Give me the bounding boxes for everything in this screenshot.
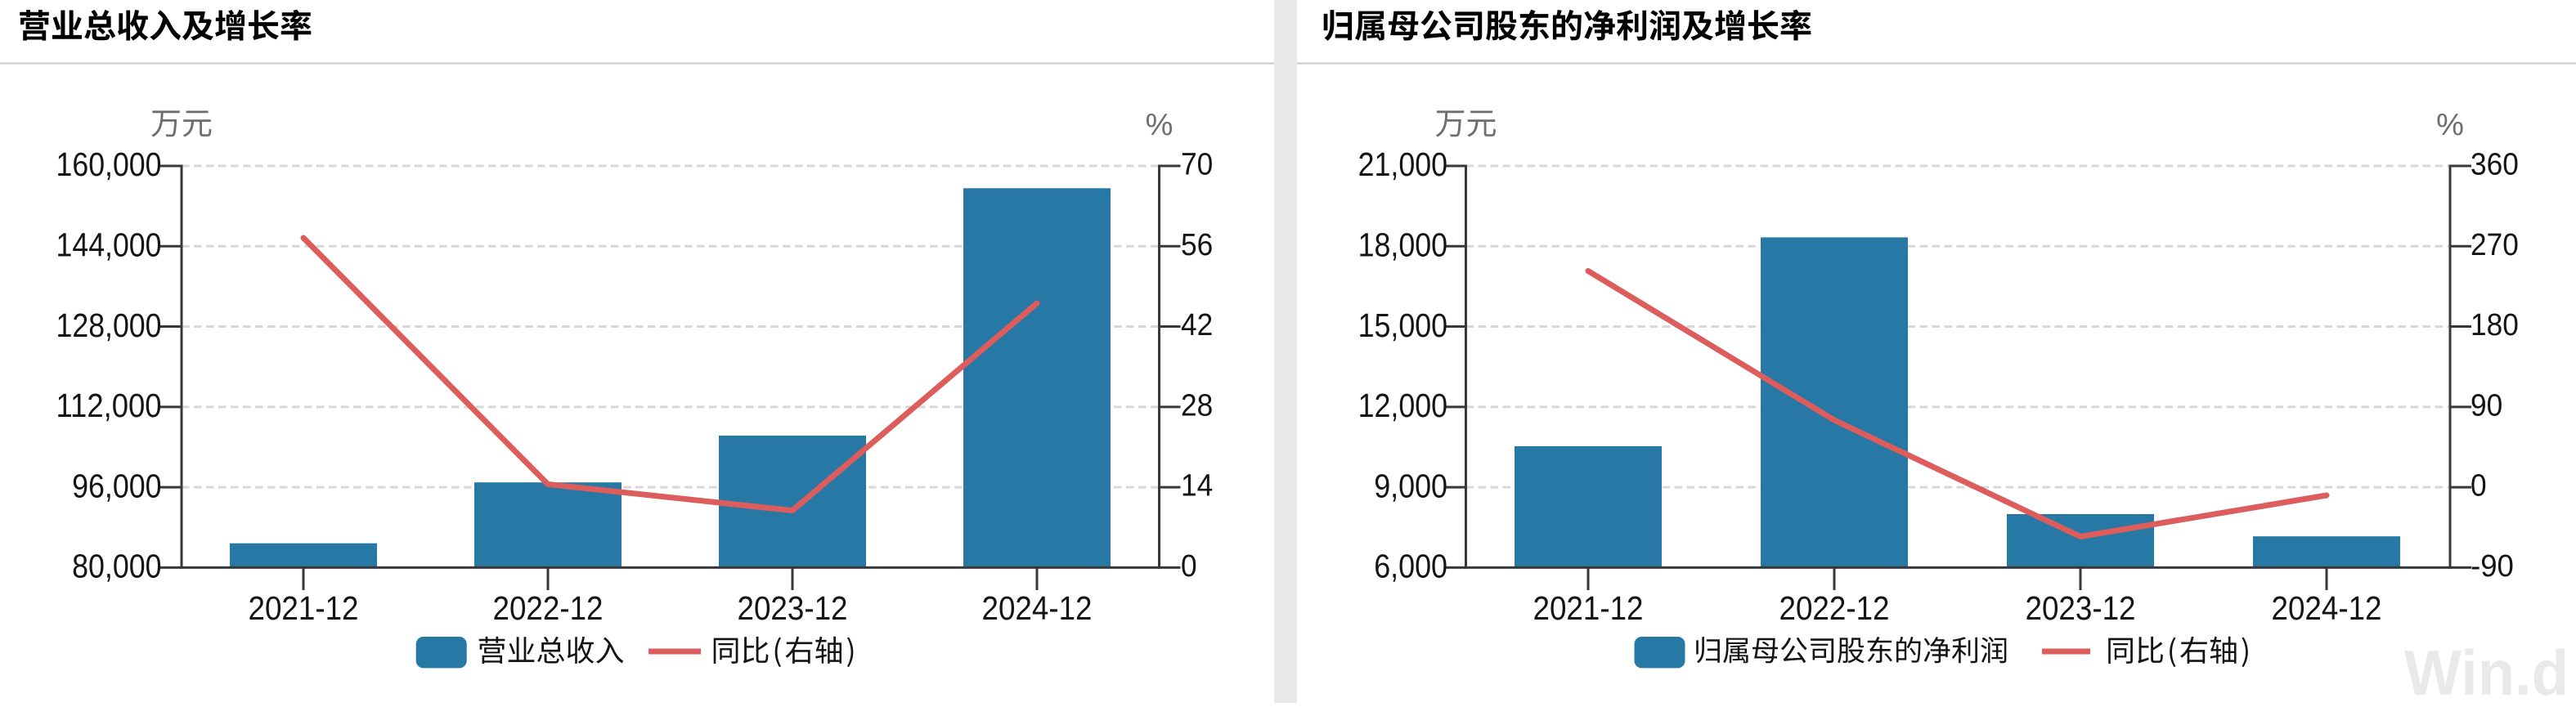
svg-text:%: % [1146, 108, 1174, 142]
svg-text:270: 270 [2471, 228, 2519, 262]
svg-text:160,000: 160,000 [56, 145, 162, 183]
svg-text:360: 360 [2471, 148, 2519, 182]
svg-text:180: 180 [2471, 308, 2519, 342]
svg-text:18,000: 18,000 [1358, 226, 1447, 264]
svg-text:2022-12: 2022-12 [493, 589, 604, 627]
svg-text:Win.d: Win.d [2404, 637, 2569, 703]
svg-text:2024-12: 2024-12 [982, 589, 1093, 627]
svg-text:2023-12: 2023-12 [738, 589, 848, 627]
svg-text:2021-12: 2021-12 [249, 589, 359, 627]
svg-text:9,000: 9,000 [1374, 467, 1447, 504]
svg-text:2024-12: 2024-12 [2272, 589, 2382, 627]
svg-text:0: 0 [1181, 549, 1197, 584]
svg-text:128,000: 128,000 [56, 307, 162, 344]
svg-text:-90: -90 [2471, 549, 2514, 584]
svg-text:6,000: 6,000 [1374, 548, 1447, 585]
svg-text:70: 70 [1181, 148, 1213, 182]
svg-text:144,000: 144,000 [56, 226, 162, 264]
svg-text:21,000: 21,000 [1358, 145, 1447, 183]
svg-text:2023-12: 2023-12 [2026, 589, 2136, 627]
svg-text:28: 28 [1181, 388, 1213, 423]
svg-text:0: 0 [2471, 469, 2487, 503]
svg-text:14: 14 [1181, 469, 1213, 503]
svg-text:112,000: 112,000 [56, 387, 162, 424]
svg-text:2022-12: 2022-12 [1779, 589, 1890, 627]
svg-text:90: 90 [2471, 388, 2502, 423]
svg-text:96,000: 96,000 [72, 467, 161, 504]
svg-text:12,000: 12,000 [1358, 387, 1447, 424]
svg-text:15,000: 15,000 [1358, 307, 1447, 344]
svg-text:80,000: 80,000 [72, 548, 161, 585]
svg-text:2021-12: 2021-12 [1533, 589, 1644, 627]
svg-text:42: 42 [1181, 308, 1213, 342]
svg-text:56: 56 [1181, 228, 1213, 262]
svg-text:%: % [2436, 108, 2464, 142]
